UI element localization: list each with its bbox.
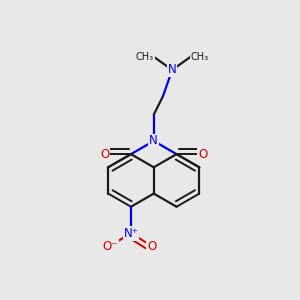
Text: CH₃: CH₃ bbox=[136, 52, 154, 62]
Text: N⁺: N⁺ bbox=[124, 226, 138, 240]
Text: CH₃: CH₃ bbox=[190, 52, 209, 62]
Text: O⁻: O⁻ bbox=[102, 240, 118, 253]
Text: O: O bbox=[147, 240, 157, 253]
Text: N: N bbox=[168, 63, 176, 76]
Text: O: O bbox=[100, 148, 109, 160]
Text: N: N bbox=[149, 134, 158, 148]
Text: O: O bbox=[198, 148, 208, 160]
